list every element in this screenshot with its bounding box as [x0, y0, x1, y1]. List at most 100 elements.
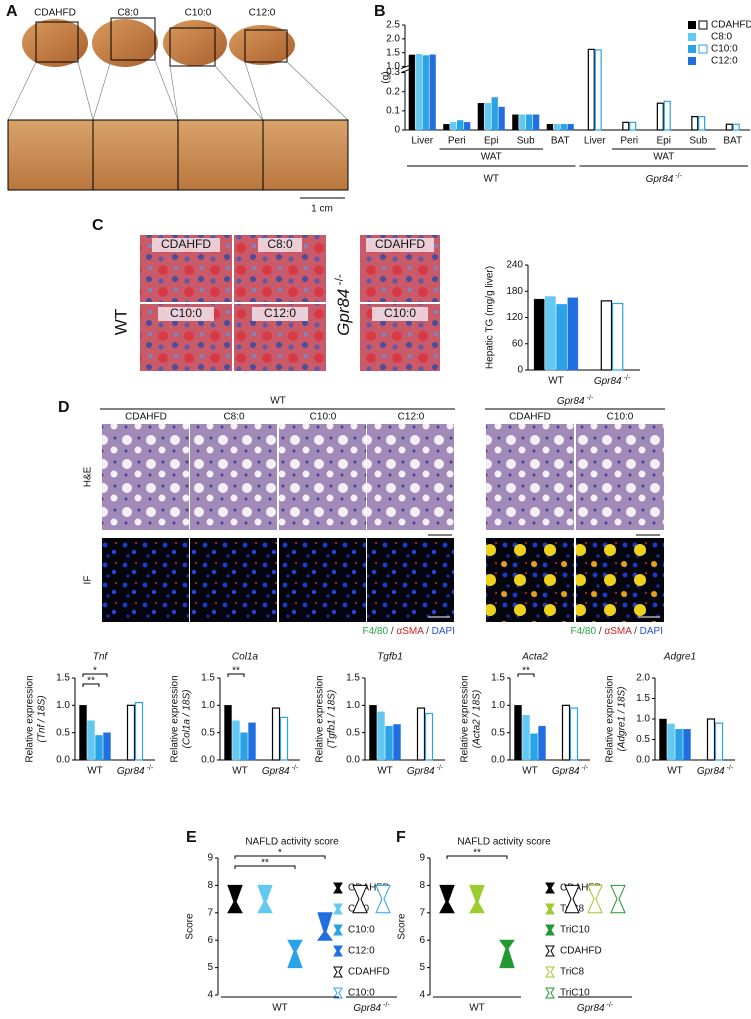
text-part: Gpr84 [594, 376, 622, 387]
bar [224, 705, 232, 761]
row-label: WT [111, 309, 130, 335]
y-tick-label: 1.0 [491, 700, 505, 711]
significance-label: ** [87, 676, 95, 687]
significance-label: ** [261, 858, 269, 869]
y-tick-label: 2.5 [386, 20, 400, 31]
image-label: CDAHFD [375, 237, 425, 251]
bar [683, 729, 691, 761]
violin [469, 884, 485, 914]
chart-title: Tgfb1 [377, 652, 403, 663]
legend-label: C10:0 [711, 44, 738, 55]
legend-label: CDAHFD [711, 20, 751, 31]
if-image [576, 538, 664, 622]
legend-label: TriC8 [560, 967, 585, 978]
chart-title: NAFLD activity score [245, 837, 339, 848]
x-tick-label: Sub [689, 136, 707, 147]
bar [240, 732, 248, 761]
text-part: Gpr84 [577, 1003, 605, 1014]
axis-break [401, 67, 409, 72]
y-tick-label: 7 [207, 907, 213, 918]
legend-label: CDAHFD [560, 946, 602, 957]
x-tick-label: Gpr84 -/- [117, 765, 154, 777]
he-image [279, 424, 366, 530]
bar [450, 122, 457, 131]
bar [611, 302, 624, 371]
bar [622, 121, 630, 131]
y-tick-label: 0.2 [386, 86, 400, 97]
legend-label: C10:0 [348, 988, 375, 999]
column-label: C12:0 [398, 412, 425, 423]
bar [594, 49, 602, 131]
y-tick-label: 5 [207, 962, 213, 973]
y-axis-label: (Tgfb1 / 18S) [327, 690, 338, 748]
y-tick-label: 2.0 [386, 34, 400, 45]
bar [415, 53, 422, 131]
he-image [367, 424, 454, 530]
violin [287, 939, 303, 969]
bar [675, 729, 683, 761]
text-part: -/- [580, 765, 589, 772]
text-part: F4/80 [570, 626, 596, 637]
image-label: C8:0 [267, 237, 293, 251]
bar [567, 124, 574, 131]
legend-swatch [333, 987, 343, 999]
x-tick-label: Gpr84 -/- [552, 765, 589, 777]
violin [375, 884, 391, 914]
liver-photos [7, 17, 349, 199]
stain-legend: F4/80 / αSMA / DAPI [570, 626, 663, 637]
y-tick-label: 4 [207, 990, 213, 1001]
y-axis-label: (Tnf / 18S) [37, 695, 48, 742]
label-bg [258, 238, 302, 252]
y-tick-label: 0 [517, 365, 523, 376]
y-axis-label: Relative expression [25, 675, 36, 762]
row-label: H&E [83, 466, 94, 487]
x-tick-label: WT [522, 766, 538, 777]
text-part: Gpr84 [407, 766, 435, 777]
y-tick-label: 1.0 [386, 61, 400, 72]
panel-label: B [374, 3, 386, 20]
y-axis-label: (Acta2 / 18S) [472, 690, 483, 748]
y-tick-label: 0.5 [491, 727, 505, 738]
chart-title: Col1a [232, 652, 259, 663]
violin [257, 884, 273, 914]
y-tick-label: 8 [419, 880, 425, 891]
panel-label: C [92, 217, 104, 234]
x-tick-label: BAT [551, 136, 570, 147]
image-label: C10:0 [185, 8, 212, 19]
bar [512, 114, 519, 131]
text-part: -/- [145, 765, 154, 772]
x-tick-label: Epi [657, 136, 671, 147]
image-label: C12:0 [249, 8, 276, 19]
text-part: Gpr84 [334, 289, 353, 336]
legend-label: C8:0 [711, 32, 733, 43]
text-part: / [596, 626, 604, 637]
bar [385, 725, 393, 761]
panel-label: D [58, 399, 70, 416]
y-tick-label: 4 [419, 990, 425, 1001]
y-tick-label: 1.5 [636, 693, 650, 704]
legend-swatch [698, 44, 708, 54]
y-tick-label: 9 [207, 853, 213, 864]
bar [248, 722, 256, 761]
legend-swatch [333, 966, 343, 978]
zoom-lines [7, 59, 349, 121]
bar [422, 55, 429, 131]
bar [424, 712, 434, 761]
text-part: F4/80 [362, 626, 388, 637]
y-tick-label: 1.5 [491, 673, 505, 684]
y-tick-label: 7 [419, 907, 425, 918]
bar [629, 121, 637, 131]
x-tick-label: Gpr84 -/- [697, 765, 734, 777]
significance-bracket [227, 673, 245, 677]
text-part: Gpr84 [262, 766, 290, 777]
bar [698, 116, 706, 131]
y-tick-label: 6 [207, 935, 213, 946]
x-tick-label: Peri [620, 136, 638, 147]
legend-label: C12:0 [348, 946, 375, 957]
text-part: Gpr84 [552, 766, 580, 777]
bar [532, 114, 540, 131]
bar [546, 124, 554, 131]
bar [443, 124, 450, 131]
y-tick-label: 1.0 [201, 700, 215, 711]
